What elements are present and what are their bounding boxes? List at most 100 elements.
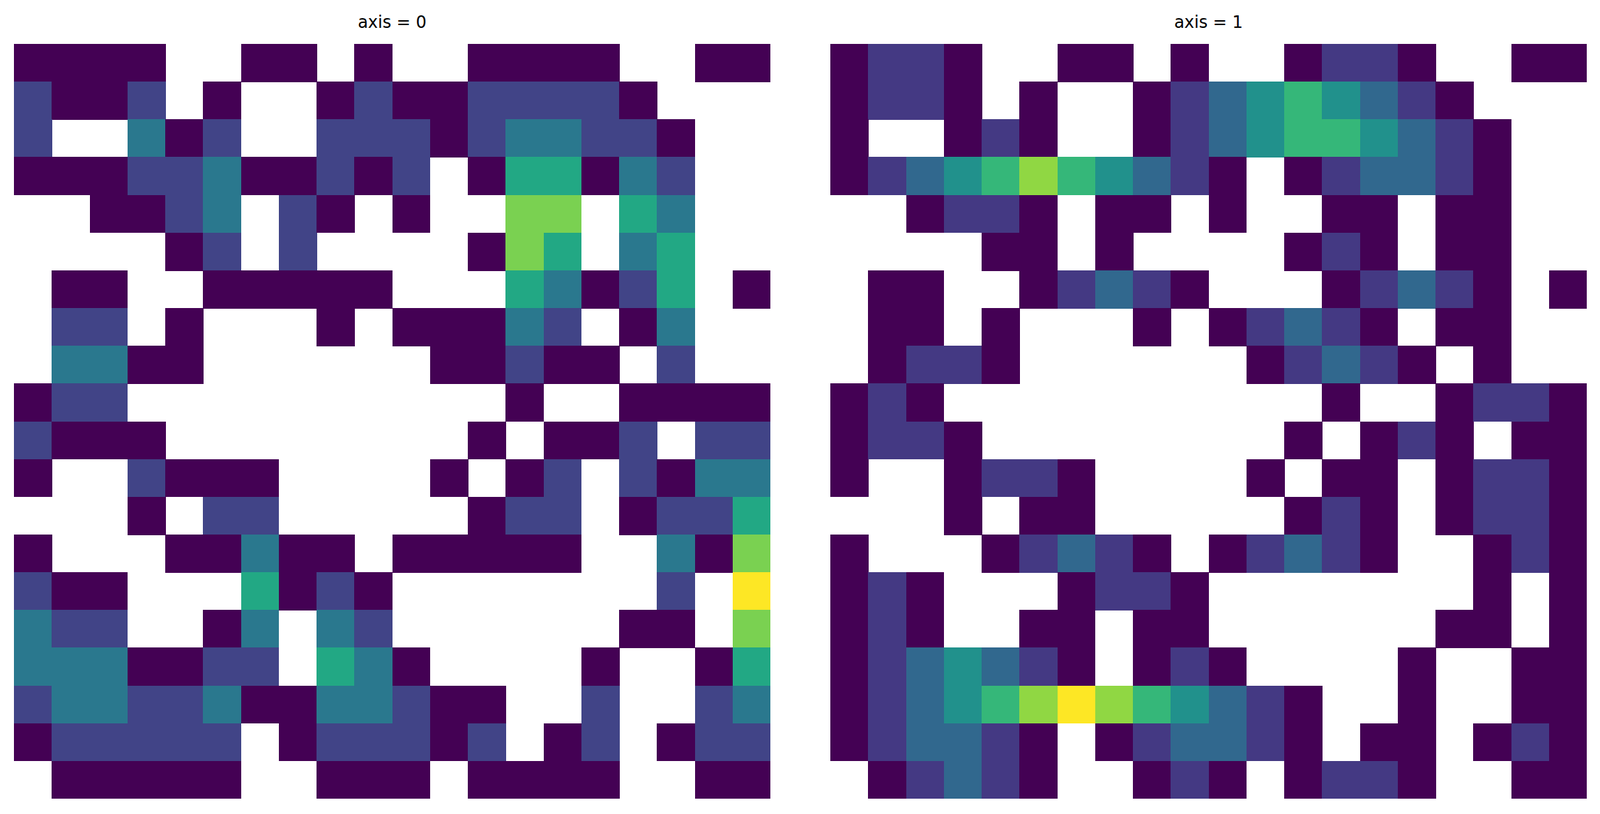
heat-cell bbox=[202, 195, 242, 234]
heat-cell bbox=[1170, 610, 1209, 649]
heat-cell bbox=[656, 459, 696, 498]
heat-cell bbox=[1473, 156, 1512, 196]
heat-cell bbox=[906, 421, 945, 461]
heat-cell bbox=[1170, 647, 1209, 687]
heat-cell bbox=[1170, 270, 1209, 309]
heat-cell bbox=[1360, 156, 1399, 196]
heat-cell bbox=[1549, 761, 1587, 799]
heat-cell bbox=[1549, 421, 1587, 461]
heat-cell bbox=[1435, 308, 1474, 347]
heat-cell bbox=[1132, 308, 1172, 347]
heat-cell bbox=[1132, 761, 1172, 799]
heat-cell bbox=[1549, 270, 1587, 309]
heat-cell bbox=[13, 647, 53, 687]
heat-cell bbox=[51, 723, 90, 763]
heat-cell bbox=[127, 459, 166, 498]
heat-cell bbox=[51, 421, 90, 461]
heat-cell bbox=[505, 156, 544, 196]
heat-cell bbox=[165, 308, 204, 347]
heat-cell bbox=[89, 572, 129, 611]
heat-cell bbox=[316, 572, 355, 611]
heat-cell bbox=[906, 345, 945, 385]
heat-cell bbox=[1473, 345, 1512, 385]
heat-cell bbox=[505, 232, 544, 272]
heat-cell bbox=[1132, 195, 1172, 234]
heat-cell bbox=[89, 421, 129, 461]
heat-cell bbox=[581, 119, 620, 158]
heat-cell bbox=[89, 686, 129, 725]
heat-cell bbox=[1321, 534, 1361, 574]
heat-cell bbox=[656, 572, 696, 611]
heat-cell bbox=[1321, 308, 1361, 347]
heat-cell bbox=[316, 647, 355, 687]
heat-cell bbox=[867, 81, 907, 120]
heat-cell bbox=[732, 383, 771, 422]
heat-cell bbox=[1284, 761, 1323, 799]
heat-cell bbox=[943, 43, 983, 83]
panel bbox=[13, 43, 772, 800]
heat-cell bbox=[89, 43, 129, 83]
heat-cell bbox=[1019, 270, 1058, 309]
heat-cell bbox=[392, 119, 431, 158]
heat-cell bbox=[1246, 723, 1285, 763]
heat-cell bbox=[867, 43, 907, 83]
heat-cell bbox=[656, 345, 696, 385]
heat-cell bbox=[830, 383, 869, 422]
heat-cell bbox=[1321, 156, 1361, 196]
heat-cell bbox=[430, 345, 469, 385]
heat-cell bbox=[619, 232, 658, 272]
heat-cell bbox=[1473, 270, 1512, 309]
heat-cell bbox=[581, 156, 620, 196]
panel bbox=[830, 43, 1588, 800]
heat-cell bbox=[906, 308, 945, 347]
heat-cell bbox=[1321, 119, 1361, 158]
heat-cell bbox=[1511, 421, 1550, 461]
heat-cell bbox=[943, 497, 983, 536]
heat-cell bbox=[581, 81, 620, 120]
heat-cell bbox=[1360, 497, 1399, 536]
heat-cell bbox=[695, 761, 734, 799]
heat-cell bbox=[241, 156, 280, 196]
heat-cell bbox=[981, 232, 1020, 272]
heat-cell bbox=[543, 43, 583, 83]
heat-cell bbox=[830, 81, 869, 120]
heat-cell bbox=[981, 195, 1020, 234]
heat-cell bbox=[656, 610, 696, 649]
heat-cell bbox=[202, 497, 242, 536]
cells bbox=[13, 43, 771, 799]
heat-cell bbox=[1284, 81, 1323, 120]
heat-cell bbox=[316, 119, 355, 158]
heat-cell bbox=[165, 534, 204, 574]
heat-cell bbox=[165, 119, 204, 158]
heat-cell bbox=[581, 270, 620, 309]
heat-cell bbox=[1095, 156, 1134, 196]
heat-cell bbox=[943, 81, 983, 120]
heat-cell bbox=[165, 723, 204, 763]
heat-cell bbox=[543, 308, 583, 347]
heat-cell bbox=[1549, 534, 1587, 574]
heat-cell bbox=[1321, 761, 1361, 799]
panel-title: axis = 0 bbox=[357, 12, 427, 33]
heat-cell bbox=[165, 686, 204, 725]
heat-cell bbox=[1321, 81, 1361, 120]
heat-cell bbox=[581, 723, 620, 763]
heat-cell bbox=[867, 421, 907, 461]
heat-cell bbox=[1397, 647, 1437, 687]
heat-cell bbox=[695, 421, 734, 461]
heat-cell bbox=[619, 195, 658, 234]
heat-cell bbox=[467, 345, 507, 385]
heat-cell bbox=[1132, 156, 1172, 196]
heat-cell bbox=[241, 610, 280, 649]
heat-cell bbox=[127, 156, 166, 196]
heat-cell bbox=[1360, 308, 1399, 347]
heat-cell bbox=[1246, 81, 1285, 120]
heat-cell bbox=[430, 308, 469, 347]
heat-cell bbox=[165, 647, 204, 687]
heat-cell bbox=[981, 119, 1020, 158]
heat-cell bbox=[619, 383, 658, 422]
heat-cell bbox=[732, 686, 771, 725]
heat-cell bbox=[316, 156, 355, 196]
heat-cell bbox=[1132, 270, 1172, 309]
heat-cell bbox=[467, 686, 507, 725]
heat-cell bbox=[1019, 723, 1058, 763]
